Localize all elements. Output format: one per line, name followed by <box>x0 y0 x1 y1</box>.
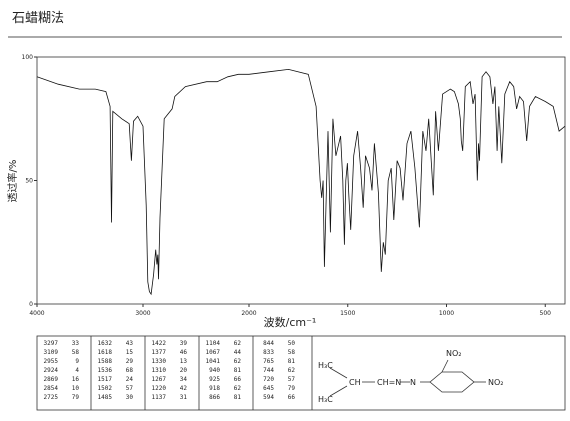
peak-wavenumber: 1067 <box>206 349 221 356</box>
peak-transmittance: 33 <box>72 340 80 347</box>
peak-transmittance: 66 <box>234 376 242 383</box>
peak-wavenumber: 594 <box>263 394 274 401</box>
peak-transmittance: 34 <box>180 376 188 383</box>
x-label: 波数/cm⁻¹ <box>264 316 317 329</box>
structure-label: NO₂ <box>488 378 504 387</box>
x-tick-label: 3000 <box>135 310 150 317</box>
peak-wavenumber: 1536 <box>98 367 113 374</box>
peak-wavenumber: 844 <box>263 340 274 347</box>
peak-wavenumber: 925 <box>209 376 220 383</box>
peak-wavenumber: 2854 <box>44 385 59 392</box>
peak-transmittance: 79 <box>72 394 80 401</box>
peak-wavenumber: 744 <box>263 367 274 374</box>
peak-transmittance: 29 <box>126 358 134 365</box>
peak-wavenumber: 1502 <box>98 385 113 392</box>
peak-transmittance: 30 <box>126 394 134 401</box>
structure-label: CH <box>349 378 361 387</box>
peak-transmittance: 66 <box>288 394 296 401</box>
peak-transmittance: 39 <box>180 340 188 347</box>
peak-transmittance: 44 <box>234 349 242 356</box>
peak-wavenumber: 3109 <box>44 349 59 356</box>
peak-wavenumber: 2725 <box>44 394 59 401</box>
peak-transmittance: 62 <box>234 358 242 365</box>
peak-wavenumber: 1618 <box>98 349 113 356</box>
peak-wavenumber: 1632 <box>98 340 113 347</box>
peak-transmittance: 9 <box>75 358 79 365</box>
peak-wavenumber: 2869 <box>44 376 59 383</box>
peak-wavenumber: 1267 <box>152 376 167 383</box>
peak-transmittance: 81 <box>288 358 296 365</box>
peak-wavenumber: 2955 <box>44 358 59 365</box>
peak-transmittance: 42 <box>180 385 188 392</box>
peak-wavenumber: 720 <box>263 376 274 383</box>
peak-transmittance: 4 <box>75 367 79 374</box>
peak-wavenumber: 833 <box>263 349 274 356</box>
x-tick-label: 1500 <box>340 310 355 317</box>
y-tick-label: 0 <box>29 301 33 308</box>
peak-wavenumber: 1220 <box>152 385 167 392</box>
plot-frame <box>36 56 566 305</box>
peak-wavenumber: 1422 <box>152 340 167 347</box>
peak-transmittance: 81 <box>234 367 242 374</box>
structure-label: NO₂ <box>446 349 462 358</box>
y-label: 透过率/% <box>6 160 19 203</box>
spectrum-line <box>36 68 566 296</box>
peak-wavenumber: 866 <box>209 394 220 401</box>
peak-transmittance: 10 <box>72 385 80 392</box>
peak-transmittance: 68 <box>126 367 134 374</box>
structure-label: H₃C <box>318 361 333 370</box>
structure-bonds <box>329 359 486 397</box>
peak-wavenumber: 1517 <box>98 376 113 383</box>
peak-transmittance: 81 <box>234 394 242 401</box>
chart-title: 石蜡糊法 <box>12 10 64 26</box>
peak-transmittance: 20 <box>180 367 188 374</box>
peak-transmittance: 15 <box>126 349 134 356</box>
peak-wavenumber: 1041 <box>206 358 221 365</box>
peak-transmittance: 58 <box>72 349 80 356</box>
peak-transmittance: 62 <box>234 385 242 392</box>
peak-transmittance: 58 <box>288 349 296 356</box>
peak-transmittance: 79 <box>288 385 296 392</box>
structure-label: N <box>410 378 416 387</box>
peak-transmittance: 31 <box>180 394 188 401</box>
peak-wavenumber: 3297 <box>44 340 59 347</box>
x-tick-label: 2000 <box>241 310 256 317</box>
peak-wavenumber: 940 <box>209 367 220 374</box>
peak-transmittance: 62 <box>288 367 296 374</box>
peak-transmittance: 50 <box>288 340 296 347</box>
peak-wavenumber: 1377 <box>152 349 167 356</box>
peak-wavenumber: 2924 <box>44 367 59 374</box>
y-tick-label: 50 <box>25 178 33 185</box>
peak-wavenumber: 1330 <box>152 358 167 365</box>
peak-transmittance: 43 <box>126 340 134 347</box>
structure-label: CH=N <box>377 378 401 387</box>
peak-wavenumber: 1588 <box>98 358 113 365</box>
peak-wavenumber: 1137 <box>152 394 167 401</box>
x-tick-label: 4000 <box>29 310 44 317</box>
peak-wavenumber: 918 <box>209 385 220 392</box>
table-frame <box>36 335 566 411</box>
peak-transmittance: 13 <box>180 358 188 365</box>
peak-transmittance: 62 <box>234 340 242 347</box>
x-tick-label: 500 <box>540 310 552 317</box>
structure-label: H₃C <box>318 395 333 404</box>
peak-wavenumber: 1310 <box>152 367 167 374</box>
peak-wavenumber: 1485 <box>98 394 113 401</box>
peak-transmittance: 16 <box>72 376 80 383</box>
y-tick-label: 100 <box>22 54 34 61</box>
peak-wavenumber: 1104 <box>206 340 221 347</box>
peak-transmittance: 24 <box>126 376 134 383</box>
x-tick-label: 1000 <box>439 310 454 317</box>
peak-transmittance: 46 <box>180 349 188 356</box>
peak-transmittance: 57 <box>126 385 134 392</box>
peak-wavenumber: 645 <box>263 385 274 392</box>
peak-wavenumber: 765 <box>263 358 274 365</box>
peak-transmittance: 57 <box>288 376 296 383</box>
